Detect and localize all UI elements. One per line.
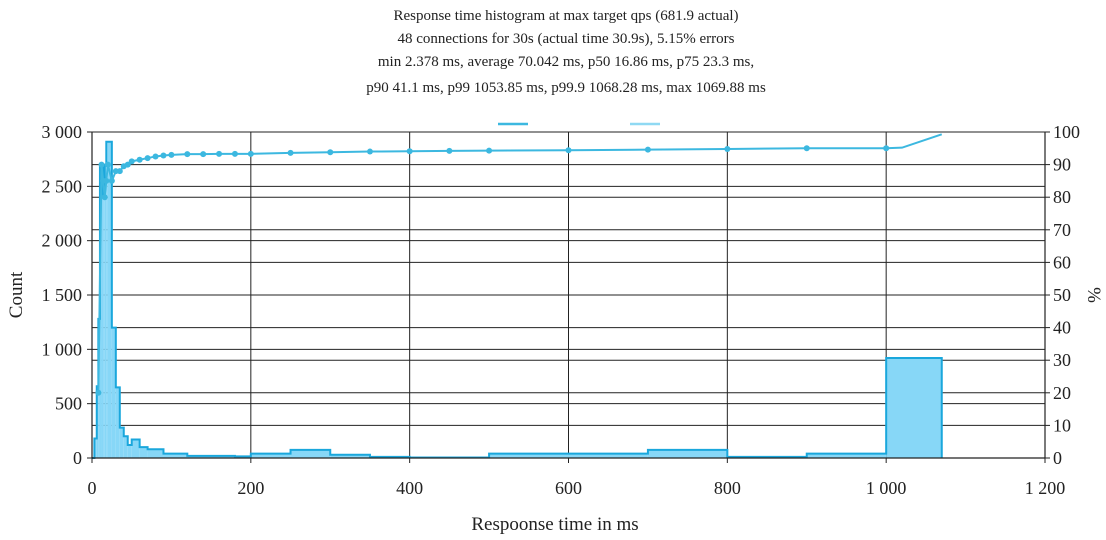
- percentile-series: [95, 133, 943, 396]
- histogram-bar: [104, 164, 107, 458]
- y2-tick-label: 30: [1053, 350, 1071, 370]
- histogram-bar: [101, 164, 104, 458]
- percentile-point: [406, 148, 413, 155]
- percentile-point: [883, 145, 890, 152]
- y-tick-label: 2 000: [42, 231, 83, 251]
- percentile-point: [168, 151, 175, 158]
- x-tick-label: 1 200: [1025, 478, 1066, 498]
- y-tick-label: 1 500: [42, 285, 83, 305]
- x-tick-label: 400: [396, 478, 423, 498]
- histogram-bar: [131, 439, 140, 458]
- y-axis-label: Count: [6, 271, 27, 318]
- histogram-bar: [187, 455, 235, 458]
- x-tick-label: 0: [88, 478, 97, 498]
- x-tick-label: 200: [237, 478, 264, 498]
- histogram-bar: [330, 454, 370, 458]
- percentile-point: [200, 151, 207, 158]
- chart-title: Response time histogram at max target qp…: [366, 8, 766, 96]
- histogram-bar: [290, 449, 331, 458]
- histogram-bar: [111, 327, 116, 458]
- y-tick-label: 1 000: [42, 339, 83, 359]
- histogram-bar: [94, 438, 97, 458]
- percentile-point: [216, 150, 223, 157]
- percentile-point: [116, 168, 123, 175]
- y2-tick-label: 80: [1053, 187, 1071, 207]
- percentile-point: [103, 177, 110, 184]
- y2-tick-label: 100: [1053, 122, 1080, 142]
- percentile-point: [184, 151, 191, 158]
- percentile-point: [231, 150, 238, 157]
- histogram-bar: [886, 358, 942, 458]
- y-tick-label: 2 500: [42, 176, 83, 196]
- histogram-bar: [103, 197, 105, 458]
- percentile-point: [95, 389, 102, 396]
- y-tick-label: 0: [73, 448, 82, 468]
- histogram-bar: [107, 141, 112, 458]
- x-axis-label: Respoonse time in ms: [471, 514, 638, 535]
- chart-title-line-1: Response time histogram at max target qp…: [393, 8, 738, 24]
- percentile-point: [565, 147, 572, 154]
- histogram-bar: [163, 453, 188, 458]
- percentile-point: [366, 148, 373, 155]
- y2-tick-label: 40: [1053, 318, 1071, 338]
- histogram-bar: [647, 449, 728, 458]
- y-tick-label: 3 000: [42, 122, 83, 142]
- chart-title-line-3: min 2.378 ms, average 70.042 ms, p50 16.…: [378, 54, 754, 70]
- x-tick-label: 600: [555, 478, 582, 498]
- histogram-bar: [489, 453, 648, 458]
- percentile-point: [247, 150, 254, 157]
- histogram-outline: [92, 140, 943, 459]
- histogram-bar: [115, 387, 120, 458]
- histogram-bar: [127, 444, 132, 458]
- percentile-point: [486, 147, 493, 154]
- percentile-point: [724, 145, 731, 152]
- y2-axis-label: %: [1083, 287, 1104, 303]
- percentile-point: [104, 161, 111, 168]
- percentile-point: [644, 146, 651, 153]
- percentile-line: [97, 133, 943, 393]
- histogram-bar: [806, 453, 887, 458]
- percentile-point: [144, 155, 151, 162]
- y2-tick-label: 0: [1053, 448, 1062, 468]
- percentile-point: [108, 177, 115, 184]
- histogram-bar: [250, 453, 291, 458]
- chart-title-line-2: 48 connections for 30s (actual time 30.9…: [398, 31, 735, 47]
- x-tick-label: 1 000: [866, 478, 907, 498]
- percentile-point: [152, 153, 159, 160]
- percentile-point: [124, 161, 131, 168]
- histogram-bars: [92, 140, 943, 459]
- histogram-bar: [106, 141, 108, 458]
- y2-tick-label: 90: [1053, 155, 1071, 175]
- y2-tick-label: 60: [1053, 252, 1071, 272]
- percentile-point: [160, 152, 167, 159]
- histogram-bar: [139, 447, 148, 458]
- histogram-bar: [123, 436, 128, 458]
- y2-tick-label: 10: [1053, 415, 1071, 435]
- percentile-point: [128, 158, 135, 165]
- y2-tick-label: 20: [1053, 383, 1071, 403]
- y2-tick-label: 50: [1053, 285, 1071, 305]
- histogram-bar: [119, 427, 124, 458]
- y2-tick-label: 70: [1053, 220, 1071, 240]
- percentile-point: [98, 161, 105, 168]
- percentile-point: [446, 147, 453, 154]
- histogram-bar: [147, 449, 164, 458]
- percentile-point: [803, 145, 810, 152]
- y-tick-label: 500: [55, 394, 82, 414]
- percentile-point: [327, 149, 334, 156]
- percentile-point: [136, 156, 143, 163]
- x-tick-label: 800: [714, 478, 741, 498]
- percentile-point: [287, 149, 294, 156]
- percentile-point: [101, 194, 108, 201]
- chart-title-line-4: p90 41.1 ms, p99 1053.85 ms, p99.9 1068.…: [366, 80, 766, 96]
